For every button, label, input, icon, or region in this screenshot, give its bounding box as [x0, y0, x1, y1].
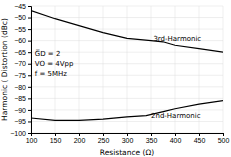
y-axis-title: Harmonic ( Distortion (dBc) [0, 18, 9, 121]
tick: −90 [14, 107, 31, 114]
tick: 100 [26, 133, 38, 144]
tick: 500 [218, 133, 230, 144]
tick: −80 [14, 84, 31, 91]
grid-line [103, 6, 104, 133]
tick: 300 [122, 133, 134, 144]
tick-mark [28, 64, 31, 65]
tick-mark [175, 133, 176, 136]
tick: −45 [14, 3, 31, 10]
chart: 100 150 200 250 300 350 400 450 500 −100 −95 −90 −85… [0, 0, 231, 157]
tick-mark [28, 133, 31, 134]
tick-label: 250 [98, 137, 110, 144]
tick: 350 [146, 133, 158, 144]
tick-mark [28, 87, 31, 88]
tick-mark [127, 133, 128, 136]
tick: 400 [170, 133, 182, 144]
tick-mark [28, 41, 31, 42]
tick: 150 [50, 133, 62, 144]
axis-line [32, 134, 224, 137]
tick-mark [28, 29, 31, 30]
annotation-line: G̅D = 2 [35, 49, 61, 58]
tick-label: 450 [194, 137, 206, 144]
tick-mark [79, 133, 80, 136]
tick-mark [28, 18, 31, 19]
tick-mark [223, 133, 224, 136]
tick-label: −70 [14, 60, 26, 67]
tick-label: 500 [218, 137, 230, 144]
tick-mark [28, 110, 31, 111]
grid [31, 6, 223, 133]
tick: 450 [194, 133, 206, 144]
tick: −100 [10, 130, 31, 137]
tick-label: 400 [170, 137, 182, 144]
tick-label: −75 [14, 72, 26, 79]
grid-line [31, 17, 223, 18]
x-axis-title: Resistance (Ω) [100, 148, 154, 157]
plot-area [31, 11, 223, 121]
tick-label: −55 [14, 26, 26, 33]
tick-label: −95 [14, 118, 26, 125]
annotation: 3rd-Harmonic [153, 35, 201, 43]
tick-label: −60 [14, 37, 26, 44]
tick: −95 [14, 118, 31, 125]
grid-line [31, 98, 223, 99]
tick-mark [28, 6, 31, 7]
annotation: 2nd-Harmonic [151, 112, 201, 120]
tick-label: −45 [14, 3, 26, 10]
tick: −60 [14, 37, 31, 44]
grid-line [223, 6, 224, 133]
axis-line [28, 7, 32, 134]
annotation-line: f = 5MHz [35, 70, 68, 78]
grid-line [31, 109, 223, 110]
x-axis: 100 150 200 250 300 350 400 450 500 [26, 133, 230, 144]
tick-label: −85 [14, 95, 26, 102]
tick: −50 [14, 14, 31, 21]
tick-label: −50 [14, 14, 26, 21]
tick: −55 [14, 26, 31, 33]
tick-label: 350 [146, 137, 158, 144]
series-line [31, 11, 223, 53]
tick-label: 200 [74, 137, 86, 144]
tick-mark [28, 121, 31, 122]
tick-mark [28, 98, 31, 99]
tick: −65 [14, 49, 31, 56]
tick-label: 300 [122, 137, 134, 144]
tick-label: 100 [26, 137, 38, 144]
tick-mark [28, 52, 31, 53]
tick-mark [28, 75, 31, 76]
tick: −85 [14, 95, 31, 102]
tick-label: −65 [14, 49, 26, 56]
grid-line [31, 6, 223, 7]
tick-label: 150 [50, 137, 62, 144]
tick-mark [103, 133, 104, 136]
tick-mark [151, 133, 152, 136]
grid-line [127, 6, 128, 133]
annotation-line: VO = 4Vpp [35, 60, 74, 68]
y-axis: −100 −95 −90 −85 −80 −75 −70 −65 −60 −55 −50 −45 [10, 3, 31, 137]
grid-line [31, 86, 223, 87]
tick-mark [199, 133, 200, 136]
grid-line [31, 29, 223, 30]
tick-label: −80 [14, 84, 26, 91]
series-line [31, 101, 223, 121]
tick: 250 [98, 133, 110, 144]
tick-mark [55, 133, 56, 136]
tick: 200 [74, 133, 86, 144]
tick: −70 [14, 60, 31, 67]
grid-line [31, 121, 223, 122]
tick-label: −100 [10, 130, 26, 137]
tick: −75 [14, 72, 31, 79]
tick-label: −90 [14, 107, 26, 114]
annotation: G̅D = 2 VO = 4Vpp f = 5MHz [35, 49, 74, 78]
